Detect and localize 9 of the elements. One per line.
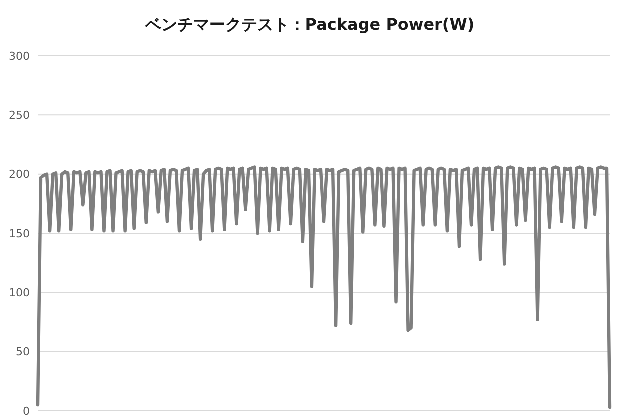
y-tick-label: 250 [9,109,30,122]
y-tick-label: 300 [9,50,30,63]
y-tick-label: 50 [16,346,30,359]
y-tick-label: 150 [9,227,30,240]
chart-title: ベンチマークテスト：Package Power(W) [144,15,475,34]
y-tick-label: 200 [9,168,30,182]
y-tick-label: 0 [23,404,30,418]
line-series [36,166,612,410]
y-tick-label: 100 [9,286,30,300]
